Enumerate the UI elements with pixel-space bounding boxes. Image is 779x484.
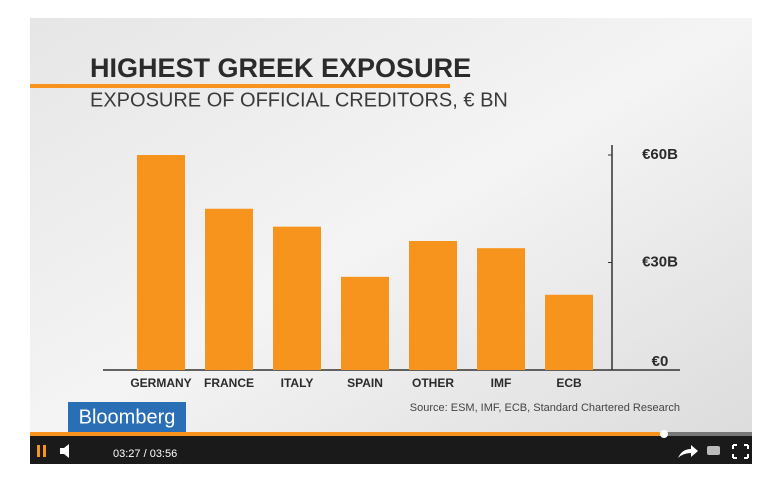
player-controls bbox=[30, 436, 752, 464]
bar bbox=[273, 226, 321, 370]
x-tick-label: IMF bbox=[491, 376, 512, 390]
x-tick-label: OTHER bbox=[412, 376, 454, 390]
brand-name: Bloomberg bbox=[79, 406, 176, 428]
x-tick-label: ITALY bbox=[281, 376, 314, 390]
bar bbox=[137, 155, 185, 370]
progress-played[interactable] bbox=[30, 432, 664, 436]
bar bbox=[341, 276, 389, 370]
x-tick-label: GERMANY bbox=[130, 376, 191, 390]
y-tick-label: €60B bbox=[642, 146, 678, 163]
fullscreen-button[interactable] bbox=[732, 444, 749, 459]
y-tick-label: €30B bbox=[642, 253, 678, 270]
x-tick-label: FRANCE bbox=[204, 376, 254, 390]
x-tick-label: ECB bbox=[556, 376, 582, 390]
chart-title: HIGHEST GREEK EXPOSURE bbox=[90, 53, 471, 83]
progress-handle[interactable] bbox=[660, 430, 668, 438]
cc-button[interactable] bbox=[707, 446, 720, 455]
brand-logo bbox=[68, 402, 186, 433]
source-note: Source: ESM, IMF, ECB, Standard Chartere… bbox=[410, 402, 680, 414]
volume-button[interactable] bbox=[60, 444, 69, 458]
share-button[interactable] bbox=[678, 445, 698, 458]
bar bbox=[477, 248, 525, 370]
pause-button[interactable] bbox=[37, 445, 46, 457]
bar bbox=[205, 208, 253, 370]
x-tick-label: SPAIN bbox=[347, 376, 383, 390]
chart-subtitle: EXPOSURE OF OFFICIAL CREDITORS, € BN bbox=[90, 89, 508, 111]
title-rule bbox=[30, 84, 450, 88]
bar bbox=[545, 294, 593, 370]
y-tick-label: €0 bbox=[652, 353, 669, 370]
time-display: 03:27 / 03:56 bbox=[113, 448, 177, 460]
bar bbox=[409, 241, 457, 370]
